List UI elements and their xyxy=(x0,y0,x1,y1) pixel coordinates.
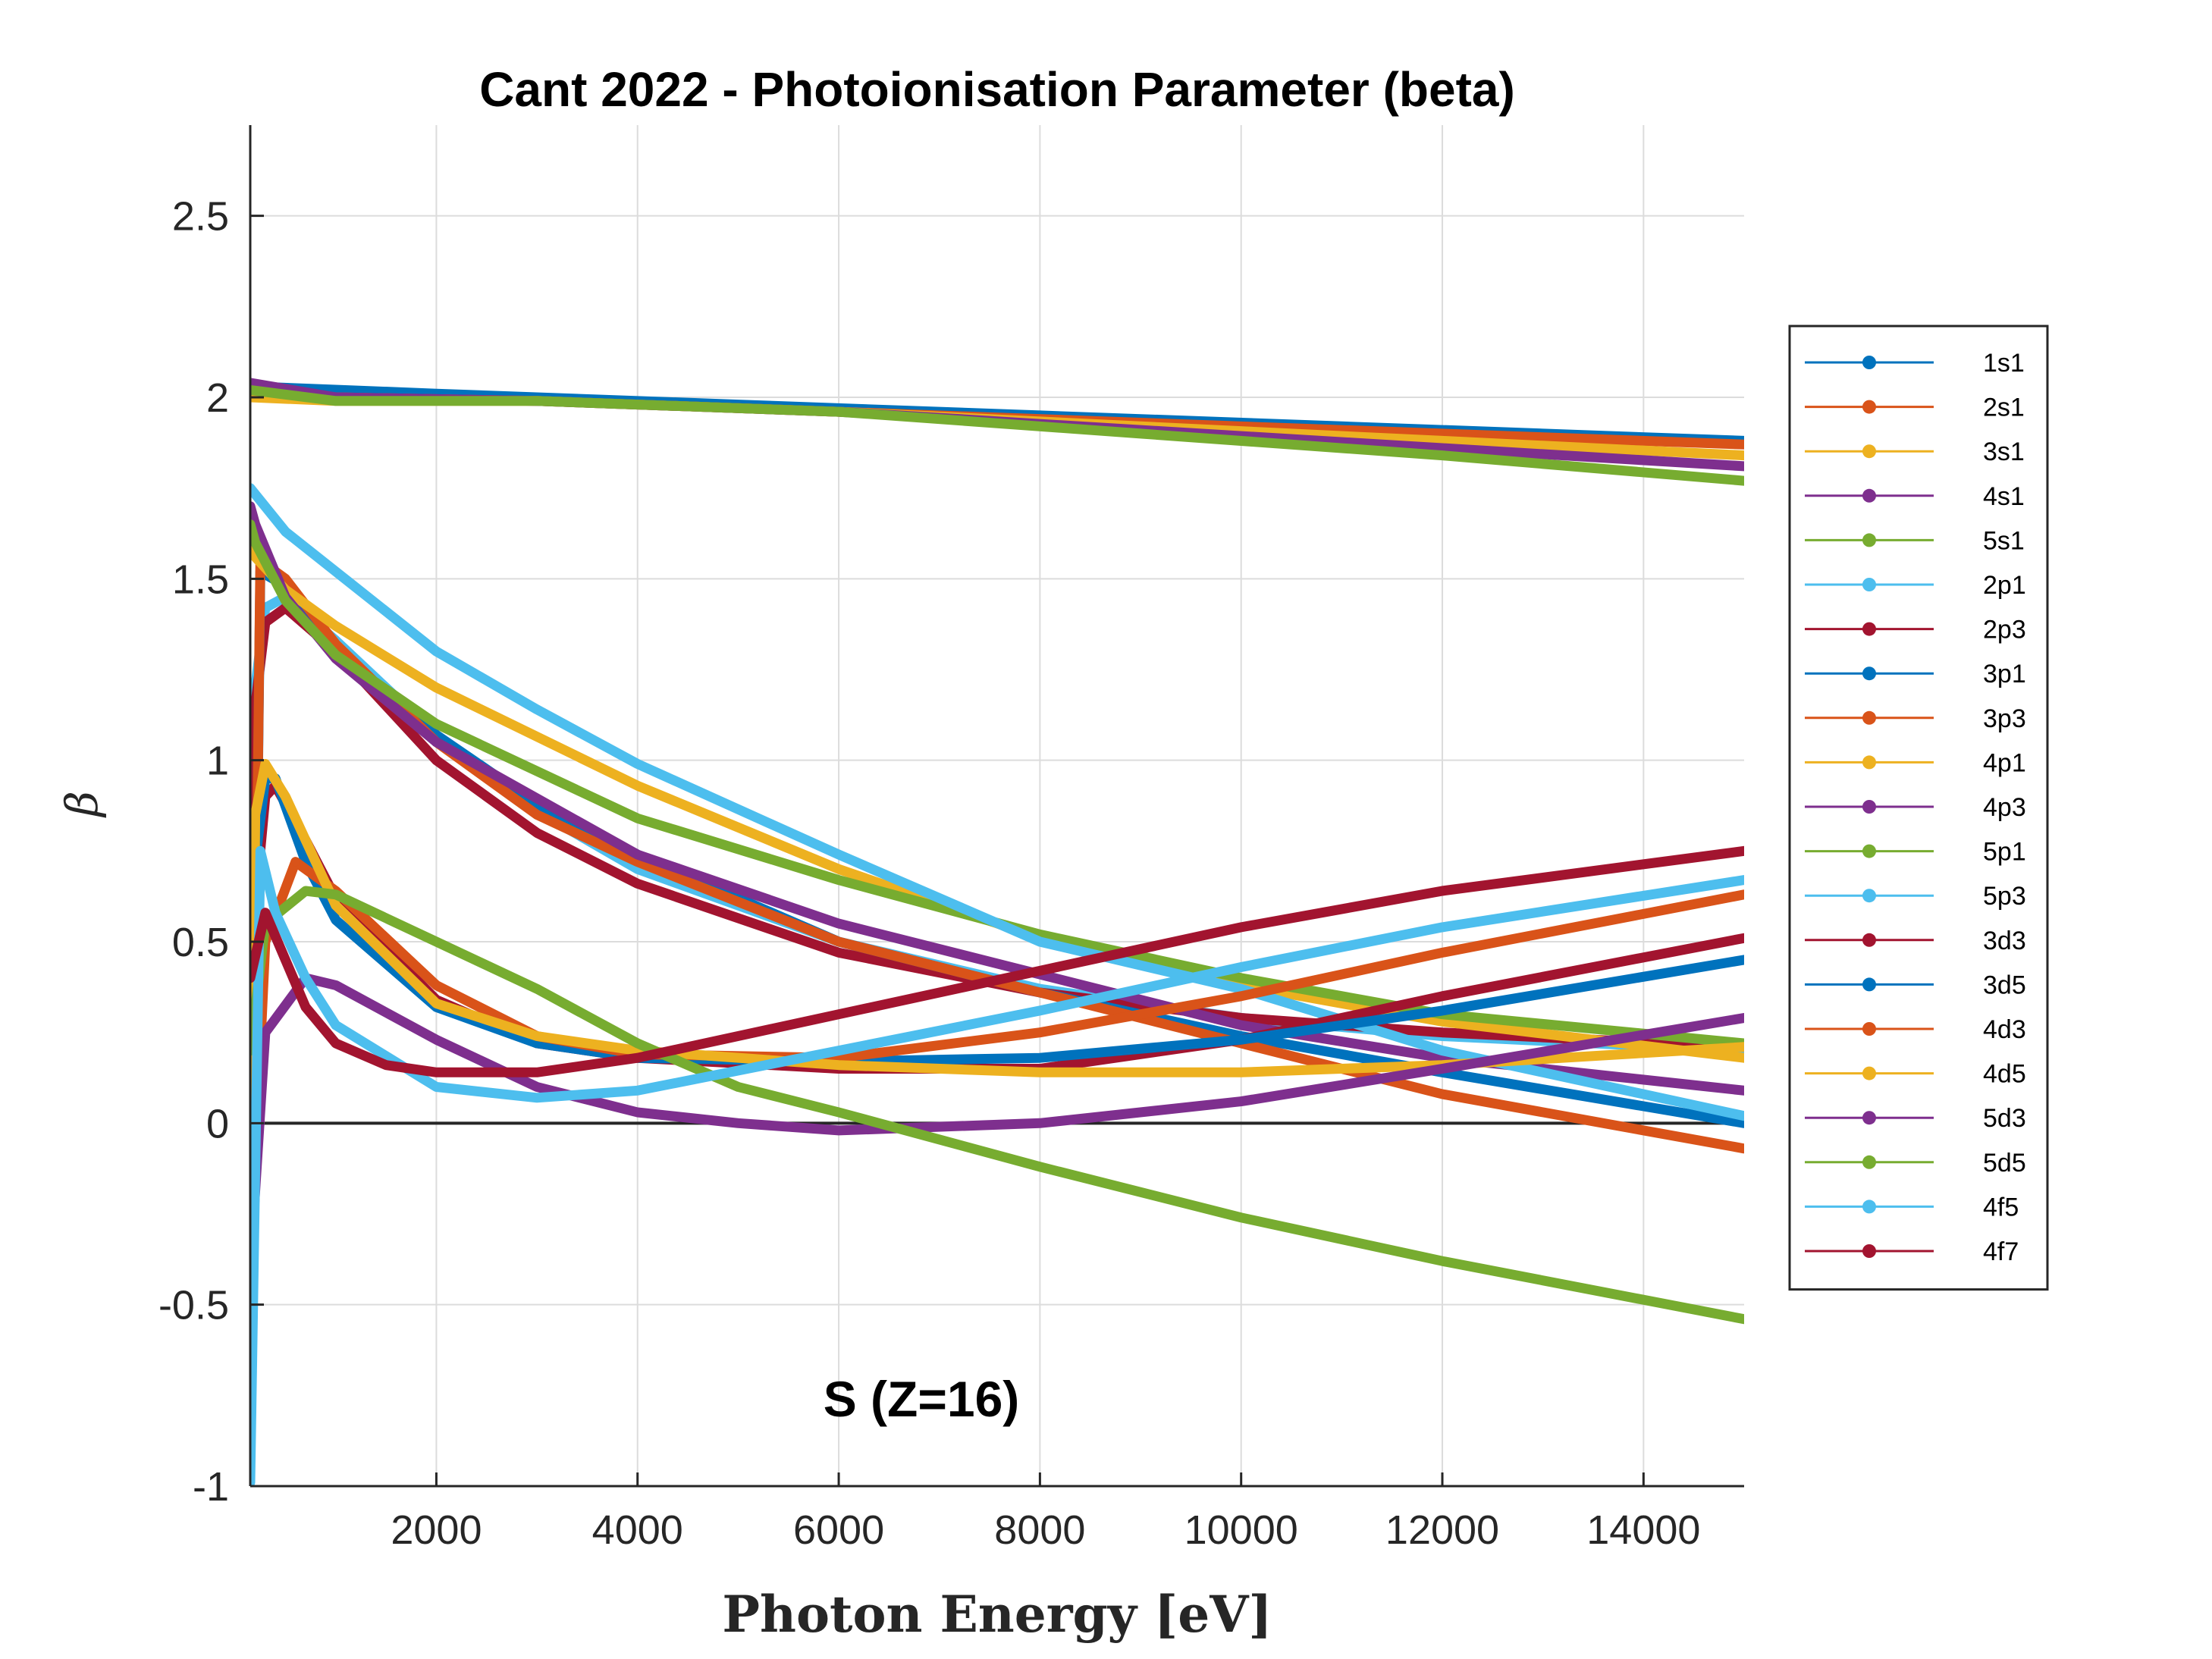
series-line-5p3 xyxy=(250,483,1744,1121)
x-tick-label-2: 6000 xyxy=(793,1507,884,1553)
y-tick-label-3: 0.5 xyxy=(172,920,229,965)
y-tick-label-2: 0 xyxy=(206,1101,229,1146)
y-tick-label-6: 2 xyxy=(206,375,229,421)
series-line-5s1 xyxy=(250,384,1744,486)
series-line-4f7 xyxy=(250,845,1744,1077)
legend-label-2s1: 2s1 xyxy=(1983,394,2025,422)
legend-marker-3p3 xyxy=(1862,710,1876,725)
chart-title: Cant 2022 - Photoionisation Parameter (b… xyxy=(479,62,1515,117)
legend-label-2p3: 2p3 xyxy=(1983,616,2026,644)
legend-label-5p1: 5p1 xyxy=(1983,838,2026,867)
series-point-5p3-1 xyxy=(281,527,290,537)
legend-marker-4p1 xyxy=(1862,755,1876,770)
series-point-4f5-3 xyxy=(300,973,310,983)
legend-marker-5p1 xyxy=(1862,844,1876,858)
legend-marker-5s1 xyxy=(1862,533,1876,547)
legend-marker-4d5 xyxy=(1862,1066,1876,1080)
legend-label-5s1: 5s1 xyxy=(1983,526,2025,555)
x-tick-label-5: 12000 xyxy=(1385,1507,1499,1553)
series-point-5p1-2 xyxy=(281,596,290,606)
legend-marker-3p1 xyxy=(1862,666,1876,681)
legend-marker-3d5 xyxy=(1862,977,1876,992)
legend-marker-4f5 xyxy=(1862,1200,1876,1214)
y-tick-label-4: 1 xyxy=(206,739,229,784)
legend-marker-3d3 xyxy=(1862,933,1876,947)
legend-marker-5d5 xyxy=(1862,1155,1876,1169)
axes xyxy=(249,125,1744,1488)
legend-label-4d5: 4d5 xyxy=(1983,1060,2026,1089)
x-tick-label-6: 14000 xyxy=(1586,1507,1700,1553)
legend-label-4s1: 4s1 xyxy=(1983,482,2025,511)
legend-marker-1s1 xyxy=(1862,356,1876,369)
legend-label-3s1: 3s1 xyxy=(1983,437,2025,466)
legend-marker-5p3 xyxy=(1862,889,1876,903)
legend-label-1s1: 1s1 xyxy=(1983,349,2025,378)
legend-marker-4f7 xyxy=(1862,1244,1876,1258)
x-axis-label: Photon Energy [eV] xyxy=(722,1585,1272,1644)
legend-marker-4p3 xyxy=(1862,800,1876,814)
series-point-4d3-2 xyxy=(290,857,300,867)
legend: 1s1 2s1 3s1 4s1 5s1 2p1 2p3 3p1 3p3 4p1 4p3 5p1 5p3 3… xyxy=(1788,325,2049,1291)
legend-label-4d3: 4d3 xyxy=(1983,1015,2026,1044)
y-tick-labels: -1 -0.5 0 0.5 1 1.5 2 2.5 xyxy=(158,194,229,1510)
series-point-5p1-1 xyxy=(250,538,260,547)
legend-label-4f7: 4f7 xyxy=(1983,1237,2019,1266)
legend-marker-2p3 xyxy=(1862,622,1876,636)
y-tick-label-0: -1 xyxy=(193,1464,229,1510)
series-point-4d5-1 xyxy=(250,810,260,820)
x-tick-label-4: 10000 xyxy=(1184,1507,1298,1553)
y-tick-label-1: -0.5 xyxy=(158,1283,229,1328)
legend-marker-5d3 xyxy=(1862,1111,1876,1125)
series-point-4f5-1 xyxy=(256,846,265,856)
legend-label-3p1: 3p1 xyxy=(1983,660,2026,688)
x-tick-label-3: 8000 xyxy=(994,1507,1085,1553)
series-point-4d5-2 xyxy=(260,759,270,769)
legend-label-2p1: 2p1 xyxy=(1983,571,2026,600)
y-tick-label-5: 1.5 xyxy=(172,557,229,602)
element-annotation: S (Z=16) xyxy=(824,1371,1020,1427)
series-point-5d3-1 xyxy=(260,1027,270,1037)
legend-marker-2s1 xyxy=(1862,400,1876,414)
x-tick-labels: 2000 4000 6000 8000 10000 12000 14000 xyxy=(391,1507,1700,1553)
legend-label-5p3: 5p3 xyxy=(1983,882,2026,911)
series-point-4f7-1 xyxy=(260,908,270,917)
legend-label-5d5: 5d5 xyxy=(1983,1149,2026,1178)
series-point-4d5-3 xyxy=(281,792,290,801)
series-layer xyxy=(250,378,1744,1486)
x-tick-label-0: 2000 xyxy=(391,1507,482,1553)
y-tick-label-7: 2.5 xyxy=(172,194,229,240)
x-tick-label-1: 4000 xyxy=(592,1507,683,1553)
legend-marker-2p1 xyxy=(1862,578,1876,591)
series-point-4f5-2 xyxy=(271,908,281,917)
series-line-5p1 xyxy=(250,519,1744,1049)
legend-marker-3s1 xyxy=(1862,444,1876,459)
legend-label-3d3: 3d3 xyxy=(1983,927,2026,955)
y-axis-label: β xyxy=(56,791,108,818)
series-point-4f7-3 xyxy=(300,1002,310,1012)
legend-label-5d3: 5d3 xyxy=(1983,1104,2026,1133)
legend-label-4p1: 4p1 xyxy=(1983,748,2026,777)
series-point-5d5-2 xyxy=(300,886,310,895)
legend-label-3d5: 3d5 xyxy=(1983,971,2026,999)
legend-label-4f5: 4f5 xyxy=(1983,1193,2019,1222)
legend-label-4p3: 4p3 xyxy=(1983,793,2026,822)
series-point-4f7-2 xyxy=(281,955,290,964)
legend-marker-4d3 xyxy=(1862,1022,1876,1036)
legend-marker-4s1 xyxy=(1862,488,1876,503)
legend-label-3p3: 3p3 xyxy=(1983,704,2026,733)
